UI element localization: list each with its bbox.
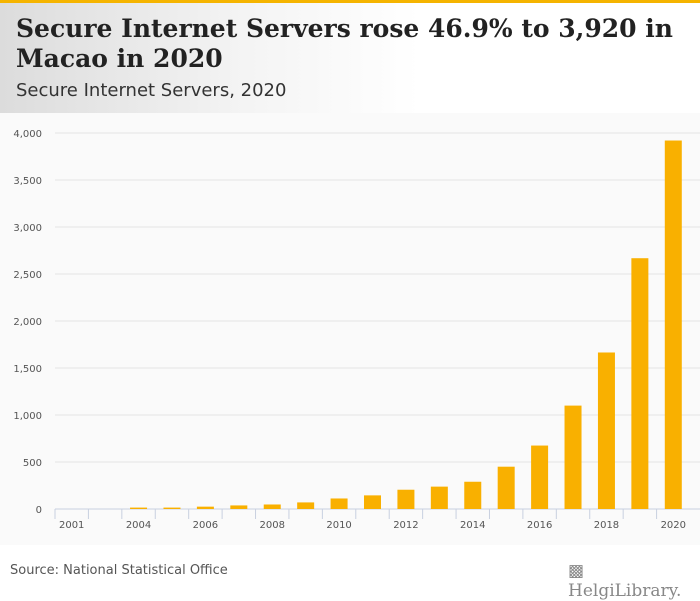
chart-title: Secure Internet Servers rose 46.9% to 3,…	[16, 14, 673, 73]
x-tick-label: 2010	[326, 520, 351, 531]
x-tick-label: 2014	[460, 520, 485, 531]
bar-2007	[230, 505, 248, 509]
y-tick-label: 1,000	[13, 411, 42, 422]
bar-2014	[464, 481, 482, 509]
header	[0, 3, 700, 113]
bar-2010	[330, 498, 348, 509]
x-tick-label: 2020	[661, 520, 686, 531]
x-tick-label: 2006	[193, 520, 218, 531]
y-tick-label: 500	[23, 458, 42, 469]
x-tick-label: 2008	[260, 520, 285, 531]
bar-2019	[631, 258, 649, 509]
accent-bar	[0, 0, 700, 3]
x-tick-label: 2018	[594, 520, 619, 531]
x-tick-label: 2004	[126, 520, 151, 531]
plot-area	[0, 113, 700, 545]
bar-2012	[397, 489, 415, 509]
bar-2017	[564, 405, 582, 509]
y-tick-label: 2,500	[13, 270, 42, 281]
bar-2005	[163, 507, 181, 509]
bar-2018	[597, 352, 615, 509]
bar-2011	[364, 495, 381, 509]
bar-2015	[497, 466, 515, 509]
x-tick-label: 2012	[393, 520, 418, 531]
source-note: Source: National Statistical Office	[10, 563, 228, 578]
y-tick-label: 1,500	[13, 364, 42, 375]
bar-2009	[297, 502, 315, 509]
y-tick-label: 3,000	[13, 223, 42, 234]
y-tick-label: 0	[36, 505, 42, 516]
chart-subtitle: Secure Internet Servers, 2020	[16, 80, 287, 101]
bar-2004	[130, 507, 148, 509]
y-tick-label: 4,000	[13, 129, 42, 140]
bar-2006	[196, 506, 214, 509]
bar-2013	[430, 486, 448, 509]
logo-icon: ▩	[568, 561, 585, 581]
bar-2016	[531, 445, 549, 509]
y-tick-label: 2,000	[13, 317, 42, 328]
bar-2020	[664, 140, 682, 509]
x-tick-label: 2016	[527, 520, 552, 531]
bar-2008	[263, 504, 281, 509]
helgilibrary-logo: ▩ HelgiLibrary.	[568, 561, 700, 601]
y-tick-label: 3,500	[13, 176, 42, 187]
x-tick-label: 2001	[59, 520, 84, 531]
logo-text: HelgiLibrary.	[568, 581, 682, 601]
